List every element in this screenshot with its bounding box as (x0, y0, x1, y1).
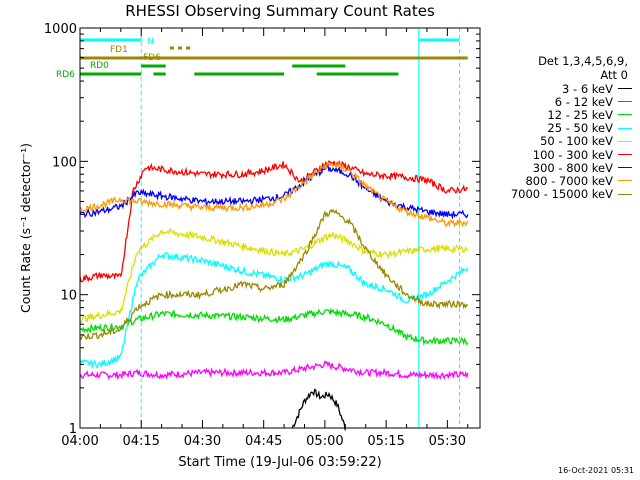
state-bars: N FD1 FD6 RD0 RD6 (56, 37, 468, 80)
series-line-6 (79, 164, 469, 220)
legend-swatch-5 (618, 154, 632, 156)
legend-entry-0: 3 - 6 keV (480, 81, 634, 96)
x-tick-label-4: 05:00 (306, 434, 343, 449)
y-tick-label-0: 1 (69, 422, 77, 437)
x-tick-label-5: 05:15 (367, 434, 404, 449)
plot-frame (79, 27, 481, 429)
y-tick-label-1: 10 (60, 289, 77, 304)
series-line-1 (79, 360, 469, 381)
series-line-0 (291, 388, 346, 431)
x-tick-label-0: 04:00 (61, 434, 98, 449)
legend-label-4: 50 - 100 keV (540, 134, 613, 149)
legend-entry-2: 12 - 25 keV (480, 107, 634, 122)
legend: Det 1,3,4,5,6,9, Att 0 3 - 6 keV 6 - 12 k… (480, 54, 634, 201)
legend-entry-4: 50 - 100 keV (480, 134, 634, 149)
legend-label-2: 12 - 25 keV (547, 107, 613, 122)
y-tick-label-3: 1000 (44, 22, 77, 37)
legend-swatch-4 (618, 140, 632, 142)
axes: 1 10 100 1000 04:00 04:15 04:30 04:45 05:00 05:15… (44, 22, 481, 449)
annotation-rd6: RD6 (56, 70, 75, 80)
y-tick-label-2: 100 (52, 155, 77, 170)
legend-swatch-3 (618, 127, 632, 129)
annotation-fd6: FD6 (143, 53, 161, 63)
annotation-fd1: FD1 (110, 45, 128, 55)
legend-entry-6: 300 - 800 keV (480, 160, 634, 175)
legend-label-3: 25 - 50 keV (547, 121, 613, 136)
legend-swatch-2 (618, 114, 632, 116)
x-tick-label-1: 04:15 (122, 434, 159, 449)
series-line-2 (79, 307, 469, 347)
legend-label-6: 300 - 800 keV (532, 160, 613, 175)
legend-entry-5: 100 - 300 keV (480, 147, 634, 162)
y-axis-label: Count Rate (s⁻¹ detector⁻¹) (18, 143, 33, 313)
legend-entry-1: 6 - 12 keV (480, 94, 634, 109)
chart-title: RHESSI Observing Summary Count Rates (125, 2, 435, 20)
series-line-5 (79, 159, 469, 283)
legend-label-5: 100 - 300 keV (532, 147, 613, 162)
x-tick-label-6: 05:30 (429, 434, 466, 449)
legend-entry-8: 7000 - 15000 keV (480, 187, 634, 202)
series-line-7 (79, 161, 469, 228)
series-group (79, 159, 469, 431)
legend-swatch-6 (618, 167, 632, 169)
legend-label-0: 3 - 6 keV (562, 81, 613, 96)
legend-detectors: Det 1,3,4,5,6,9, (538, 54, 628, 68)
legend-entry-7: 800 - 7000 keV (480, 173, 634, 188)
legend-swatch-0 (618, 88, 632, 90)
annotation-rd0: RD0 (90, 61, 109, 71)
legend-entry-3: 25 - 50 keV (480, 121, 634, 136)
vertical-markers (79, 28, 461, 428)
legend-label-7: 800 - 7000 keV (525, 173, 613, 188)
annotation-n: N (147, 37, 154, 47)
generated-timestamp: 16-Oct-2021 05:31 (558, 466, 634, 475)
legend-entries: 3 - 6 keV 6 - 12 keV 12 - 25 keV 25 - 50 ke… (480, 82, 634, 201)
legend-swatch-8 (618, 193, 632, 195)
x-tick-label-2: 04:30 (184, 434, 221, 449)
legend-attenuator: Att 0 (600, 68, 628, 82)
series-line-3 (79, 251, 469, 370)
x-tick-label-3: 04:45 (245, 434, 282, 449)
legend-label-8: 7000 - 15000 keV (510, 187, 613, 202)
legend-swatch-7 (618, 180, 632, 182)
series-line-4 (79, 228, 469, 324)
legend-swatch-1 (618, 101, 632, 103)
series-line-8 (79, 208, 469, 341)
x-axis-label: Start Time (19-Jul-06 03:59:22) (178, 455, 381, 470)
legend-label-1: 6 - 12 keV (554, 94, 613, 109)
